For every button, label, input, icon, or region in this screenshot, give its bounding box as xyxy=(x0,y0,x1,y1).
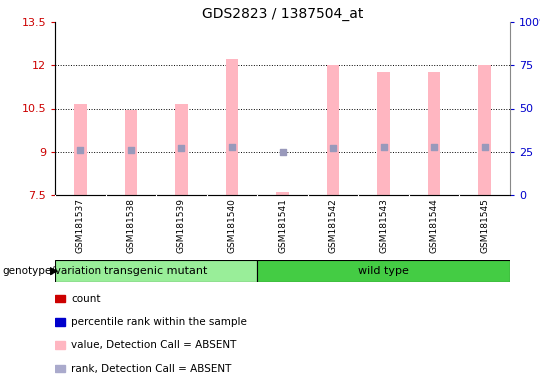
Bar xyxy=(55,260,257,282)
Text: transgenic mutant: transgenic mutant xyxy=(104,266,208,276)
Bar xyxy=(55,365,65,372)
Text: GSM181544: GSM181544 xyxy=(430,198,438,253)
Bar xyxy=(175,104,188,195)
Bar xyxy=(377,73,390,195)
Bar xyxy=(327,65,339,195)
Point xyxy=(126,147,135,153)
Point xyxy=(278,149,287,155)
Text: GSM181541: GSM181541 xyxy=(278,198,287,253)
Point xyxy=(76,147,85,153)
Text: value, Detection Call = ABSENT: value, Detection Call = ABSENT xyxy=(71,340,237,350)
Text: rank, Detection Call = ABSENT: rank, Detection Call = ABSENT xyxy=(71,364,232,374)
Point xyxy=(379,144,388,150)
Text: GSM181540: GSM181540 xyxy=(227,198,237,253)
Text: percentile rank within the sample: percentile rank within the sample xyxy=(71,317,247,327)
Text: GSM181538: GSM181538 xyxy=(126,198,136,253)
Text: ▶: ▶ xyxy=(50,266,58,276)
Point xyxy=(481,144,489,150)
Text: wild type: wild type xyxy=(358,266,409,276)
Point xyxy=(329,145,338,151)
Point xyxy=(430,144,438,150)
Text: genotype/variation: genotype/variation xyxy=(3,266,102,276)
Bar xyxy=(55,295,65,302)
Bar xyxy=(478,65,491,195)
Text: GSM181545: GSM181545 xyxy=(480,198,489,253)
Text: GSM181542: GSM181542 xyxy=(328,198,338,253)
Bar xyxy=(55,318,65,326)
Bar xyxy=(257,260,510,282)
Bar xyxy=(226,60,238,195)
Title: GDS2823 / 1387504_at: GDS2823 / 1387504_at xyxy=(202,7,363,21)
Bar xyxy=(55,341,65,349)
Bar xyxy=(276,192,289,195)
Point xyxy=(228,144,237,150)
Text: GSM181537: GSM181537 xyxy=(76,198,85,253)
Text: count: count xyxy=(71,294,101,304)
Text: GSM181543: GSM181543 xyxy=(379,198,388,253)
Bar xyxy=(74,104,86,195)
Bar xyxy=(125,110,137,195)
Text: GSM181539: GSM181539 xyxy=(177,198,186,253)
Bar xyxy=(428,73,441,195)
Point xyxy=(177,145,186,151)
